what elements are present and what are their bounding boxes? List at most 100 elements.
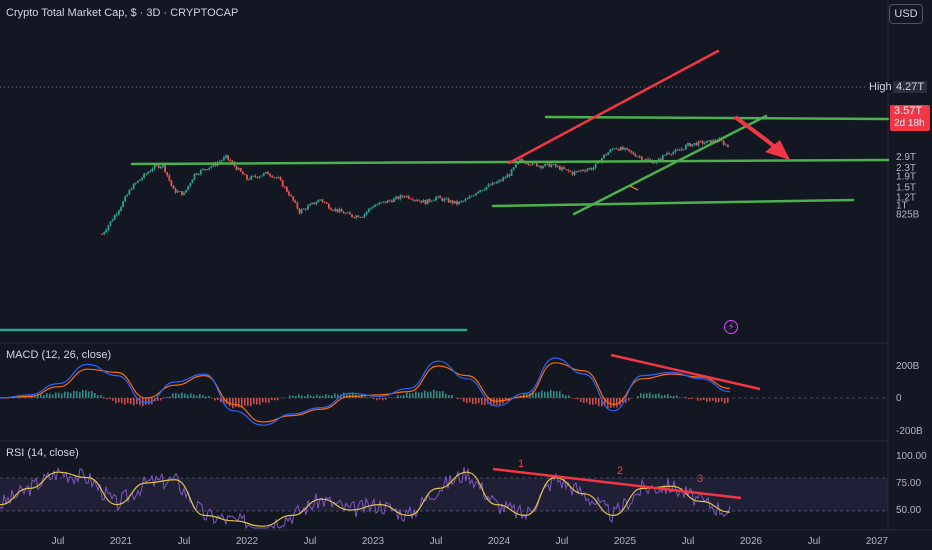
macd-histogram-bar [622,398,624,403]
macd-histogram-bar [373,398,375,400]
candle-body [605,154,607,156]
macd-histogram-bar [343,392,345,398]
macd-histogram-bar [85,390,87,398]
macd-histogram-bar [646,393,648,398]
macd-histogram-bar [187,394,189,398]
macd-histogram-bar [184,393,186,398]
macd-histogram-bar [481,398,483,405]
rsi-divergence-label: 2 [617,465,623,477]
macd-histogram-bar [253,398,255,404]
candle-body [340,209,343,212]
macd-histogram-bar [43,395,45,398]
candle-body [141,177,143,180]
candle-body [535,163,538,167]
macd-histogram-bar [70,392,72,398]
macd-histogram-bar [385,398,387,400]
macd-histogram-bar [181,392,183,398]
candle-body [134,182,137,184]
candle-body [388,200,391,202]
time-tick-label: Jul [304,536,317,547]
macd-histogram-bar [232,398,234,409]
lightning-icon[interactable]: ⚡ [724,320,738,334]
macd-histogram-bar [418,392,420,398]
candle-body [302,208,305,210]
candle-body [145,173,148,175]
candle-body [603,154,605,159]
candle-body [470,195,473,197]
candle-body [506,174,509,178]
macd-histogram-bar [271,398,273,401]
candle-body [424,200,427,205]
channel-top-line [507,49,720,165]
candle-body [275,177,278,179]
candle-body [550,164,553,167]
candle-body [290,195,292,197]
candle-body [449,200,452,203]
candle-body [615,148,618,150]
candle-body [464,199,467,201]
macd-histogram-bar [112,398,114,401]
macd-histogram-bar [442,391,444,398]
candle-body [170,180,173,186]
candle-body [447,198,450,203]
macd-histogram-bar [706,398,708,402]
macd-histogram-bar [379,398,381,400]
macd-histogram-bar [667,394,669,398]
candle-body [174,188,177,193]
candle-body [401,195,404,197]
candle-body [296,202,299,209]
macd-tick-label: 200B [896,361,920,372]
macd-histogram-bar [109,398,111,399]
macd-histogram-bar [346,393,348,398]
candle-body [346,212,349,214]
macd-histogram-bar [268,398,270,403]
macd-histogram-bar [427,391,429,398]
candle-body [510,169,513,176]
macd-histogram-bar [88,391,90,398]
last-price-value: 3.57T [894,105,923,117]
candle-body [561,167,563,170]
macd-histogram-bar [583,398,585,403]
macd-histogram-bar [574,398,576,400]
price-pane[interactable] [0,49,890,332]
candle-body [458,201,460,205]
macd-histogram-bar [370,397,372,398]
macd-histogram-bar [202,395,204,398]
currency-button[interactable]: USD [889,4,923,24]
candle-body [260,175,263,177]
projection-arrow-shaft [733,115,777,149]
macd-histogram-bar [664,394,666,398]
candle-body [220,160,223,162]
macd-histogram-bar [316,394,318,398]
rsi-tick-label: 50.00 [896,505,921,516]
macd-histogram-bar [292,395,294,398]
macd-histogram-bar [625,398,627,403]
macd-histogram-bar [334,393,336,398]
macd-histogram-bar [298,394,300,398]
candle-body [384,201,387,203]
macd-histogram-bar [319,395,321,398]
macd-histogram-bar [205,396,207,398]
rsi-pane[interactable]: 1 2 3 [0,458,888,530]
macd-pane[interactable] [0,353,888,426]
price-tick-label: 825B [896,210,920,221]
candle-body [223,157,225,161]
candle-body [189,183,192,186]
macd-histogram-bar [307,394,309,398]
macd-histogram-bar [124,398,126,405]
candle-body [111,219,114,222]
price-tick-label: 1.5T [896,182,916,193]
candle-body [538,165,540,167]
macd-histogram-bar [100,395,102,398]
candle-body [632,152,635,155]
candle-body [248,179,250,181]
candle-body [126,194,129,197]
macd-histogram-bar [697,398,699,401]
candle-body [703,142,706,144]
macd-histogram-bar [715,398,717,403]
candle-body [328,203,330,209]
candle-body [277,177,280,179]
candle-body [573,171,576,175]
macd-histogram-bar [337,394,339,398]
